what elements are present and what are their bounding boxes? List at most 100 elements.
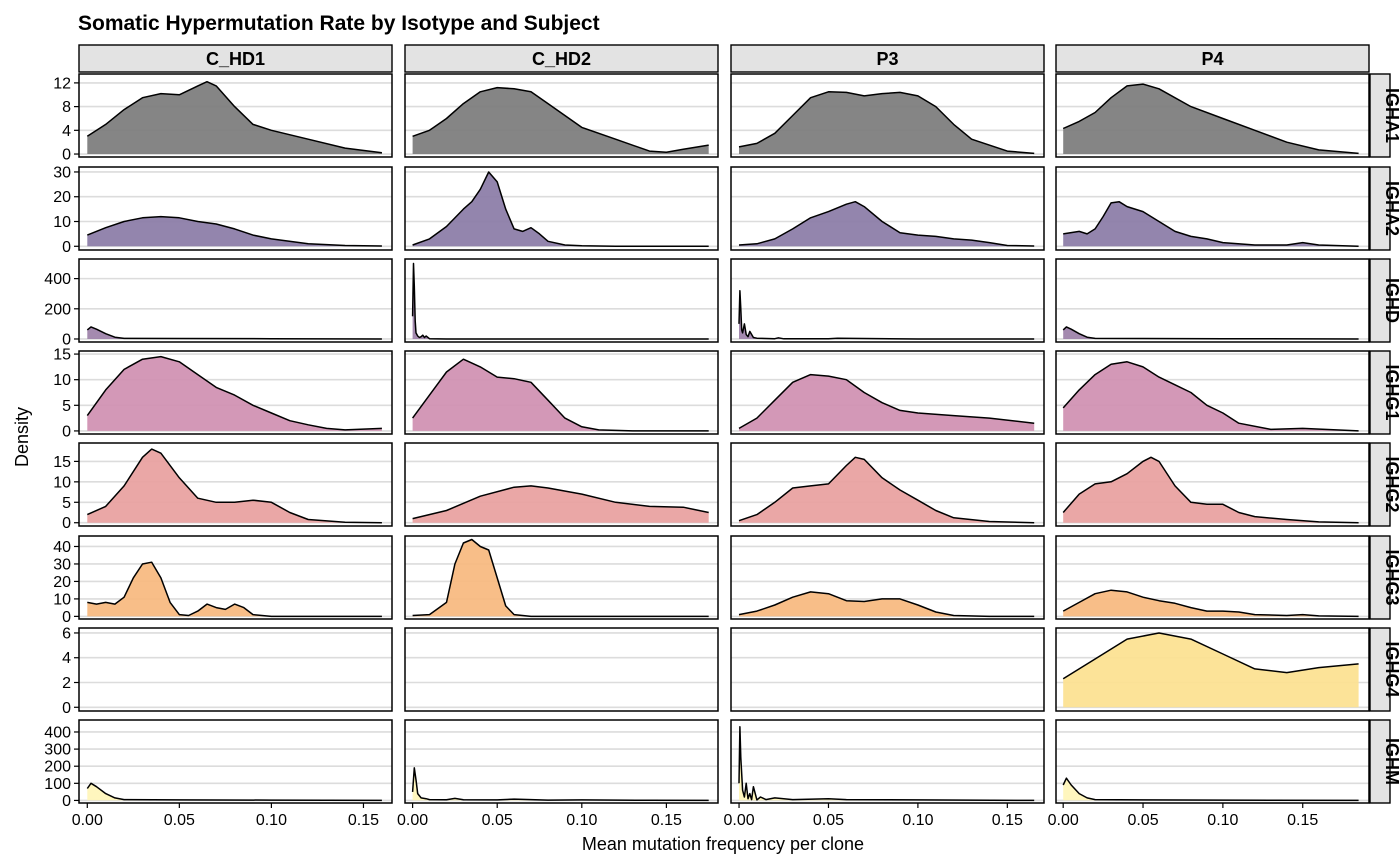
density-line [412,171,709,248]
panel-border [78,535,393,620]
row-strip-label: IGHG1 [1382,364,1400,420]
panel-p4-igha1 [1055,73,1370,158]
chart-title: Somatic Hypermutation Rate by Isotype an… [78,12,600,35]
y-tick-label: 200 [44,301,71,318]
density-area [87,562,382,617]
y-tick-label: 400 [44,271,71,288]
density-line [411,767,709,802]
density-area [1063,457,1359,523]
density-area [412,359,709,431]
x-tick-label: 0.00 [723,812,754,829]
y-tick-label: 30 [53,164,71,181]
density-line [86,326,382,340]
row-strip-ighg2: IGHG2 [1369,442,1400,527]
panel-c-hd1-ighg2 [78,442,393,527]
density-area [87,81,382,154]
panel-c-hd2-ighg4 [404,627,719,712]
density-area [87,216,382,247]
x-tick-label: 0.00 [397,812,428,829]
x-axis-c-hd1: 0.00 0.05 0.10 0.15 [72,803,379,829]
panel-border [404,258,719,343]
panel-border [1055,442,1370,527]
panel-p4-ighm [1055,719,1370,804]
x-tick-label: 0.05 [813,812,844,829]
density-area [1063,590,1359,617]
x-tick-label: 0.05 [482,812,513,829]
density-area [1063,361,1359,431]
x-tick-label: 0.05 [164,812,195,829]
density-line [412,538,709,618]
density-line [738,289,1035,340]
panel-border [78,166,393,251]
panel-c-hd2-igha1 [404,73,719,158]
y-axis-label: Density [12,407,32,467]
panel-border [1055,73,1370,158]
density-line [738,456,1035,524]
y-tick-label: 2 [62,675,71,692]
density-line [738,726,1035,802]
panel-p3-igha1 [730,73,1045,158]
y-axis-ighg1: 0 5 10 15 [53,347,79,440]
x-tick-label: 0.10 [902,812,933,829]
panel-border [1055,350,1370,435]
panel-p4-ighg1 [1055,350,1370,435]
x-axis-p3: 0.00 0.05 0.10 0.15 [723,803,1023,829]
panel-p3-ighg1 [730,350,1045,435]
y-tick-label: 100 [44,776,71,793]
density-line [1062,589,1359,618]
density-line [86,355,382,431]
panel-p3-ighg3 [730,535,1045,620]
row-strip-label: IGHD [1382,278,1400,323]
density-line [411,262,709,340]
panel-border [404,166,719,251]
y-tick-label: 20 [53,574,71,591]
row-strip-igha1: IGHA1 [1369,73,1400,158]
density-line [86,782,382,802]
row-strip-ighm: IGHM [1369,719,1400,804]
panel-border [78,627,393,712]
density-area [412,767,709,801]
density-line [411,358,709,432]
density-line [738,591,1035,618]
x-tick-label: 0.15 [1287,812,1318,829]
panel-border [78,350,393,435]
panel-border [78,258,393,343]
y-tick-label: 10 [53,372,71,389]
panel-p3-ighg4 [730,627,1045,712]
density-area [87,783,382,801]
panel-c-hd1-ighd [78,258,393,343]
density-line [1063,200,1359,248]
row-strip-label: IGHG2 [1382,456,1400,512]
panel-border [730,442,1045,527]
panel-border [404,719,719,804]
panel-border [730,535,1045,620]
density-area [1063,326,1359,339]
facet-panels: C_HD1 C_HD2 P3 P4 IGHA1 IGHA2 IGHD IGHG1 IGHG2 IG… [44,44,1400,829]
row-strip-ighg4: IGHG4 [1369,627,1400,712]
panel-c-hd2-ighg2 [404,442,719,527]
row-strip-label: IGHM [1382,738,1400,785]
facet-strip-label: P4 [1201,49,1223,69]
row-strip-label: IGHG4 [1382,641,1400,697]
density-area [412,172,709,247]
y-tick-label: 5 [62,398,71,415]
y-tick-label: 40 [53,539,71,556]
density-area [739,374,1035,431]
x-tick-label: 0.15 [348,812,379,829]
panel-p4-ighg2 [1055,442,1370,527]
density-area [87,449,382,523]
row-strip-bg [1369,166,1391,251]
density-line [87,215,382,247]
panel-border [730,350,1045,435]
y-tick-label: 200 [44,759,71,776]
panel-p3-ighd [730,258,1045,343]
row-strip-ighd: IGHD [1369,258,1400,343]
panel-border [730,73,1045,158]
x-tick-label: 0.10 [566,812,597,829]
density-line [1062,361,1359,432]
facet-strip-bg [78,44,393,73]
row-strip-bg [1369,719,1391,804]
y-tick-label: 0 [62,515,71,532]
y-tick-label: 0 [62,147,71,164]
